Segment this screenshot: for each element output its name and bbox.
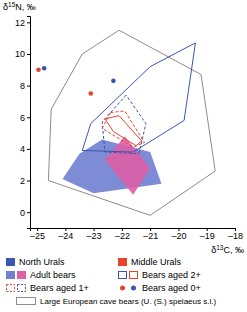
y-tick-label: 4 bbox=[20, 144, 25, 154]
legend-swatch bbox=[17, 271, 26, 279]
range-outline bbox=[48, 30, 215, 215]
point bbox=[111, 79, 116, 84]
y-tick: 4 bbox=[20, 144, 30, 154]
plot-marks bbox=[36, 30, 215, 215]
x-tick-label: –19 bbox=[200, 231, 215, 241]
y-tick-label: 12 bbox=[15, 18, 25, 28]
x-tick: –25 bbox=[30, 228, 45, 241]
legend-item: Bears aged 1+ bbox=[7, 283, 89, 293]
x-tick: –21 bbox=[143, 228, 158, 241]
y-axis-title: δ15N, ‰ bbox=[3, 1, 36, 13]
y-tick-label: 10 bbox=[15, 49, 25, 59]
x-tick: –19 bbox=[200, 228, 215, 241]
range-area bbox=[105, 136, 150, 195]
y-tick-mark bbox=[27, 149, 30, 150]
y-tick-label: 0 bbox=[20, 208, 25, 218]
range-outline bbox=[82, 43, 195, 152]
legend-swatch bbox=[17, 298, 36, 305]
y-tick-label: 6 bbox=[20, 113, 25, 123]
point bbox=[36, 67, 41, 72]
y-tick-mark bbox=[27, 22, 30, 23]
y-tick: 2 bbox=[20, 176, 30, 186]
range-outline bbox=[102, 111, 144, 147]
legend-swatch bbox=[18, 285, 26, 292]
legend-label: Bears aged 2+ bbox=[142, 270, 201, 280]
legend-label: Adult bears bbox=[30, 270, 76, 280]
y-tick-mark bbox=[27, 181, 30, 182]
legend-label: Bears aged 0+ bbox=[142, 283, 201, 293]
legend-swatch bbox=[130, 272, 138, 279]
legend-item: Middle Urals bbox=[118, 257, 182, 267]
legend-swatch bbox=[7, 285, 15, 292]
legend-swatch bbox=[6, 271, 15, 279]
y-tick: 6 bbox=[20, 113, 30, 123]
legend-swatch bbox=[118, 258, 127, 266]
legend-label: Large European cave bears (U. (S.) spela… bbox=[40, 297, 216, 306]
y-tick: 0 bbox=[20, 208, 30, 218]
chart: –25 –24 –23 –22 –21 –20 –19 –18 0 2 4 6 8 10 12 δ15N, ‰… bbox=[0, 0, 247, 312]
legend-swatch bbox=[6, 258, 15, 266]
x-tick-label: –18 bbox=[228, 231, 243, 241]
x-tick-label: –22 bbox=[115, 231, 130, 241]
y-tick: 10 bbox=[15, 49, 30, 59]
legend-swatch bbox=[119, 272, 127, 279]
y-tick-mark bbox=[27, 86, 30, 87]
x-tick-label: –24 bbox=[58, 231, 73, 241]
y-tick: 8 bbox=[20, 81, 30, 91]
legend: North Urals Middle Urals Adult bears Bears … bbox=[6, 257, 216, 306]
y-tick-mark bbox=[27, 54, 30, 55]
x-tick: –23 bbox=[87, 228, 102, 241]
legend-item: Bears aged 2+ bbox=[119, 270, 201, 280]
legend-item: Bears aged 0+ bbox=[120, 283, 201, 293]
x-tick-label: –25 bbox=[30, 231, 45, 241]
y-axis-line bbox=[27, 17, 31, 229]
range-outline bbox=[102, 95, 146, 154]
y-tick-label: 8 bbox=[20, 81, 25, 91]
y-tick-label: 2 bbox=[20, 176, 25, 186]
point bbox=[42, 66, 47, 71]
y-axis: 0 2 4 6 8 10 12 bbox=[15, 17, 31, 229]
legend-label: Bears aged 1+ bbox=[30, 283, 89, 293]
x-axis: –25 –24 –23 –22 –21 –20 –19 –18 bbox=[30, 228, 243, 241]
legend-swatch bbox=[120, 286, 125, 291]
x-tick: –24 bbox=[58, 228, 73, 241]
x-tick: –20 bbox=[171, 228, 186, 241]
x-tick-label: –20 bbox=[171, 231, 186, 241]
legend-label: North Urals bbox=[19, 257, 65, 267]
x-tick-label: –23 bbox=[87, 231, 102, 241]
x-tick: –22 bbox=[115, 228, 130, 241]
y-tick-mark bbox=[27, 212, 30, 213]
y-tick-mark bbox=[27, 117, 30, 118]
legend-item: Adult bears bbox=[6, 270, 76, 280]
point bbox=[88, 91, 93, 96]
x-tick: –18 bbox=[228, 228, 243, 241]
x-axis-title: δ13C, ‰ bbox=[211, 244, 244, 256]
x-tick-label: –21 bbox=[143, 231, 158, 241]
y-tick: 12 bbox=[15, 18, 30, 28]
legend-item: Large European cave bears (U. (S.) spela… bbox=[17, 297, 217, 306]
legend-swatch bbox=[131, 286, 136, 291]
legend-item: North Urals bbox=[6, 257, 65, 267]
legend-label: Middle Urals bbox=[131, 257, 182, 267]
